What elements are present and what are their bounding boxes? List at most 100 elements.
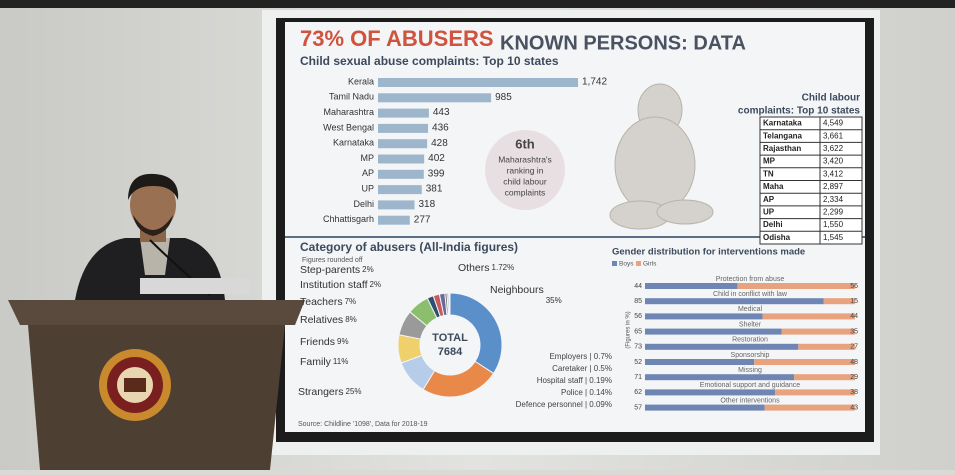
table-cell: Delhi xyxy=(763,220,783,229)
gender-category: Emotional support and guidance xyxy=(700,382,801,389)
bar-label: AP xyxy=(362,168,374,178)
gender-value: 29 xyxy=(850,374,858,381)
bar xyxy=(378,200,415,209)
bar-label: Karnataka xyxy=(333,138,374,148)
bar-value: 985 xyxy=(495,92,512,103)
table-cell: Maha xyxy=(763,182,784,191)
slice-value: 25% xyxy=(346,387,362,396)
source: Source: Childline '1098', Data for 2018-… xyxy=(298,421,428,428)
gender-value: 44 xyxy=(634,283,642,290)
bar xyxy=(378,93,491,102)
slice-value: 35% xyxy=(546,296,562,305)
gender-value: 57 xyxy=(634,404,642,411)
legend-swatch xyxy=(636,261,641,266)
page: 73% OF ABUSERS KNOWN PERSONS: DATA Child… xyxy=(0,0,955,470)
table-cell: 1,545 xyxy=(823,233,844,242)
table-cell: UP xyxy=(763,208,775,217)
slice-name: Strangers xyxy=(298,386,344,398)
gender-bar xyxy=(782,329,856,335)
gender-value: 48 xyxy=(850,359,858,366)
ranking-text: Maharashtra's xyxy=(498,154,552,164)
slice-value: 2% xyxy=(370,280,382,289)
gender-bar xyxy=(645,283,737,289)
table-cell: 3,622 xyxy=(823,144,844,153)
gender-value: 62 xyxy=(634,389,642,396)
gender-category: Protection from abuse xyxy=(716,276,785,283)
gender-bar xyxy=(763,313,855,319)
gender-value: 56 xyxy=(850,283,858,290)
gender-category: Child in conflict with law xyxy=(713,291,788,298)
gender-category: Medical xyxy=(738,306,763,313)
slice-value: 7% xyxy=(345,297,357,306)
table-cell: 3,661 xyxy=(823,131,844,140)
gender-value: 35 xyxy=(850,328,858,335)
ranking-text: child labour xyxy=(503,176,547,186)
bar-label: UP xyxy=(361,183,374,193)
gender-category: Missing xyxy=(738,367,762,374)
legend-label: Girls xyxy=(643,261,657,268)
gender-title: Gender distribution for interventions ma… xyxy=(612,247,805,258)
bar xyxy=(378,78,578,87)
table-cell: TN xyxy=(763,169,774,178)
gender-bar xyxy=(754,359,855,365)
slice-value: 9% xyxy=(337,337,349,346)
gender-value: 44 xyxy=(850,313,858,320)
bar-chart-title: Child sexual abuse complaints: Top 10 st… xyxy=(300,54,559,68)
table-title: complaints: Top 10 states xyxy=(738,106,861,117)
gender-bar xyxy=(765,405,855,411)
table-cell: 2,299 xyxy=(823,208,844,217)
gender-value: 38 xyxy=(850,389,858,396)
gender-bar xyxy=(645,329,782,335)
slice-value: 1.72% xyxy=(492,263,515,272)
table-cell: 3,412 xyxy=(823,169,844,178)
bar-label: MP xyxy=(361,153,375,163)
gender-value: 65 xyxy=(634,328,642,335)
table-cell: MP xyxy=(763,157,776,166)
slice-value: 2% xyxy=(362,265,374,274)
slide-title-highlight: 73% OF ABUSERS xyxy=(300,26,494,51)
gender-value: 73 xyxy=(634,344,642,351)
bar-value: 277 xyxy=(414,214,431,225)
table-cell: Karnataka xyxy=(763,119,802,128)
slice-value: 8% xyxy=(345,315,357,324)
gender-value: 71 xyxy=(634,374,642,381)
gender-value: 27 xyxy=(850,344,858,351)
ceiling xyxy=(0,0,955,8)
gender-bar xyxy=(775,389,855,395)
gender-value: 43 xyxy=(850,404,858,411)
slice-name: Neighbours xyxy=(490,284,544,296)
bar xyxy=(378,124,428,133)
slice-label: Defence personnel | 0.09% xyxy=(516,400,612,409)
table-cell: Telangana xyxy=(763,131,803,140)
slice-label: Employers | 0.7% xyxy=(549,352,612,361)
bar-value: 443 xyxy=(433,107,450,118)
gender-value: 52 xyxy=(634,359,642,366)
slice-label: Caretaker | 0.5% xyxy=(552,364,612,373)
gender-category: Shelter xyxy=(739,321,762,328)
legend-swatch xyxy=(612,261,617,266)
table-cell: 2,897 xyxy=(823,182,844,191)
bar xyxy=(378,155,424,164)
bar-value: 436 xyxy=(432,123,449,134)
table-cell: Rajasthan xyxy=(763,144,801,153)
slice-name: Friends xyxy=(300,336,335,348)
legend-label: Boys xyxy=(619,261,634,268)
gender-value: 15 xyxy=(850,298,858,305)
slice-name: Family xyxy=(300,356,332,368)
bar-label: Chhattisgarh xyxy=(323,214,374,224)
slice-value: 11% xyxy=(333,357,348,366)
table-cell: 4,549 xyxy=(823,119,844,128)
bar xyxy=(378,139,427,148)
slice-name: Relatives xyxy=(300,314,343,326)
gender-bar xyxy=(737,283,855,289)
bar-label: West Bengal xyxy=(323,122,374,132)
slice-name: Institution staff xyxy=(300,279,368,291)
gender-category: Restoration xyxy=(732,337,768,344)
bar-label: Kerala xyxy=(348,76,374,86)
bar xyxy=(378,109,429,118)
gender-category: Other interventions xyxy=(720,397,780,404)
table-cell: Odisha xyxy=(763,233,791,242)
slice-name: Teachers xyxy=(300,296,343,308)
bar-value: 318 xyxy=(419,199,436,210)
slice-name: Others xyxy=(458,262,490,274)
